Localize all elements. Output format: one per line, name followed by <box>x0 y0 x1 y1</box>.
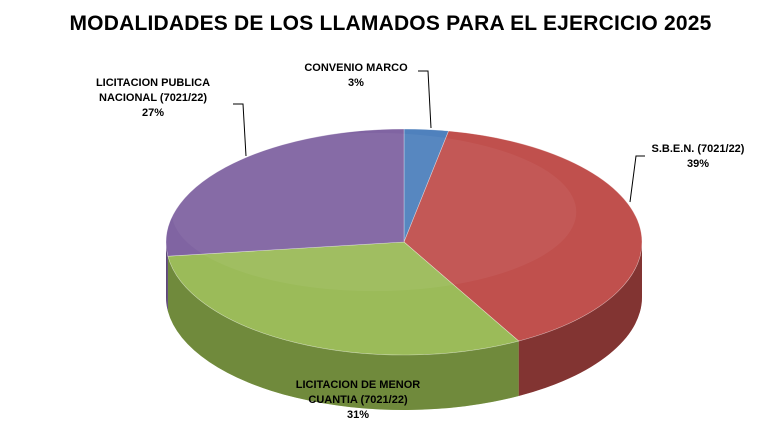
slice-s-b-e-n-7021-22-side-shade <box>518 242 642 397</box>
slice-licitacion-de-menor-cuantia-7021-22-label: LICITACION DE MENOR <box>296 379 421 391</box>
data-labels: CONVENIO MARCO 3% S.B.E.N. (7021/22) 39% LIC… <box>96 62 745 421</box>
slice-convenio-marco-percent-label: 3% <box>348 77 364 89</box>
slice-s-b-e-n-7021-22 <box>403 130 643 342</box>
slice-licitacion-publica-nacional-7021-22-label: NACIONAL (7021/22) <box>99 92 207 104</box>
slice-licitacion-publica-nacional-7021-22-leader-line <box>233 103 247 157</box>
leader-lines <box>233 70 645 203</box>
slice-licitacion-publica-nacional-7021-22-percent-label: 27% <box>142 107 164 119</box>
slice-licitacion-de-menor-cuantia-7021-22-side-shade <box>167 256 519 410</box>
slice-licitacion-publica-nacional-7021-22-side-shade <box>166 242 168 312</box>
slice-licitacion-de-menor-cuantia-7021-22-percent-label: 31% <box>347 409 369 421</box>
slice-s-b-e-n-7021-22-leader-line <box>629 155 645 203</box>
slice-s-b-e-n-7021-22-percent-label: 39% <box>687 158 709 170</box>
slice-licitacion-de-menor-cuantia-7021-22 <box>167 241 520 356</box>
slice-convenio-marco-label: CONVENIO MARCO <box>304 62 408 74</box>
slice-convenio-marco-leader-line <box>418 70 432 129</box>
slice-licitacion-publica-nacional-7021-22-label: LICITACION PUBLICA <box>96 77 210 89</box>
pie-slices <box>165 128 643 356</box>
slice-licitacion-publica-nacional-7021-22 <box>165 128 405 257</box>
pie-depth <box>166 242 642 410</box>
slice-s-b-e-n-7021-22-label: S.B.E.N. (7021/22) <box>652 143 745 155</box>
chart-title: MODALIDADES DE LOS LLAMADOS PARA EL EJER… <box>69 12 712 35</box>
pie-highlight <box>171 132 577 292</box>
slice-licitacion-de-menor-cuantia-7021-22-label: CUANTIA (7021/22) <box>308 394 408 406</box>
